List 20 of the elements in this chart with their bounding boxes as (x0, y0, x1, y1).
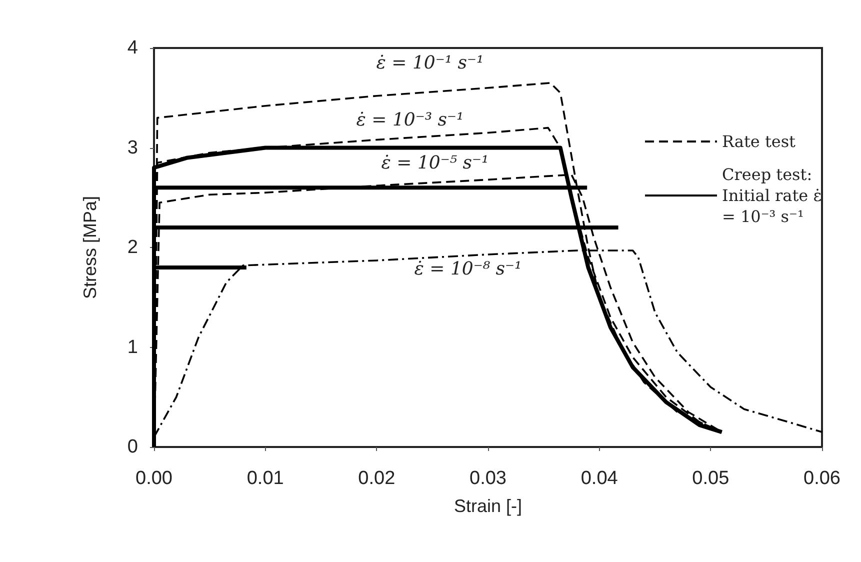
x-tick-label: 0.04 (580, 468, 618, 489)
y-tick-label: 4 (127, 38, 138, 58)
x-tick-label: 0.05 (692, 468, 730, 489)
x-tick-label: 0.06 (804, 468, 840, 489)
x-tick-label: 0.00 (136, 468, 172, 489)
annotation: ε̇ = 10⁻¹ s⁻¹ (376, 52, 484, 74)
x-tick-label: 0.03 (470, 468, 506, 489)
x-tick-label: 0.01 (246, 468, 284, 489)
annotation: ε̇ = 10⁻⁵ s⁻¹ (381, 152, 489, 174)
y-tick-label: 0 (127, 436, 138, 458)
annotation: ε̇ = 10⁻⁸ s⁻¹ (414, 258, 522, 280)
y-tick-label: 2 (127, 237, 138, 258)
y-tick-label: 1 (127, 336, 138, 358)
y-tick-label: 3 (127, 137, 138, 158)
x-tick-label: 0.02 (358, 468, 396, 489)
x-axis-title: Strain [-] (454, 496, 522, 516)
legend-label: Rate test (722, 132, 796, 151)
y-axis-title: Stress [MPa] (80, 196, 100, 300)
annotation: ε̇ = 10⁻³ s⁻¹ (356, 110, 464, 130)
legend-label: Creep test: Initial rate ε̇ = 10⁻³ s⁻¹ (722, 165, 827, 226)
